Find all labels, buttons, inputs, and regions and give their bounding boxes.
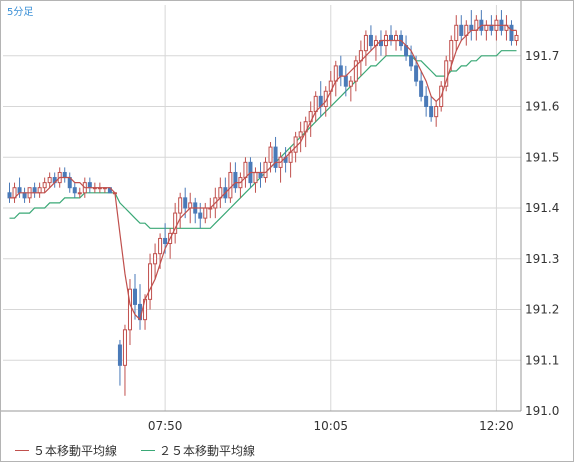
candle-body bbox=[338, 65, 343, 77]
candle-body bbox=[449, 40, 454, 62]
candle-body bbox=[268, 146, 273, 163]
candle-body bbox=[47, 177, 52, 184]
ma25-line bbox=[9, 50, 517, 229]
candle-body bbox=[188, 202, 193, 209]
ma5-series bbox=[9, 24, 517, 321]
candle-body bbox=[117, 344, 122, 366]
candle-body bbox=[173, 212, 178, 234]
candle-body bbox=[394, 34, 399, 42]
candle-body bbox=[484, 24, 489, 31]
candle-body bbox=[489, 24, 494, 31]
candle-body bbox=[22, 192, 27, 199]
candle-body bbox=[353, 60, 358, 82]
candle-body bbox=[233, 171, 238, 189]
legend-label-ma25: ２５本移動平均線 bbox=[159, 443, 256, 458]
candle-body bbox=[183, 197, 188, 209]
candle-body bbox=[253, 171, 258, 184]
candle-body bbox=[7, 192, 12, 199]
ma5-line bbox=[9, 24, 517, 321]
y-tick-label: 191.2 bbox=[525, 303, 559, 317]
x-tick-label: 07:50 bbox=[148, 419, 183, 433]
candle-body bbox=[203, 207, 208, 219]
candle-body bbox=[72, 187, 77, 194]
candle-body bbox=[429, 106, 434, 118]
legend-swatch-ma25 bbox=[141, 449, 156, 451]
candle-body bbox=[509, 24, 514, 42]
candle-body bbox=[163, 237, 168, 245]
legend-label-ma5: ５本移動平均線 bbox=[33, 443, 118, 458]
candle-body bbox=[459, 24, 464, 36]
legend-swatch-ma5 bbox=[15, 449, 29, 451]
candle-body bbox=[298, 131, 303, 138]
candle-body bbox=[132, 288, 138, 305]
candle-body bbox=[62, 171, 67, 179]
candle-body bbox=[153, 253, 158, 265]
candle-body bbox=[37, 187, 42, 194]
candle-body bbox=[514, 34, 519, 42]
y-tick-label: 191.7 bbox=[525, 49, 559, 63]
candle-body bbox=[228, 171, 233, 199]
period-label: 5分足 bbox=[7, 6, 33, 18]
candle-body bbox=[363, 34, 368, 52]
x-tick-label: 10:05 bbox=[313, 419, 348, 433]
candle-body bbox=[273, 146, 278, 168]
y-tick-label: 191.0 bbox=[525, 404, 559, 418]
candle-body bbox=[122, 329, 127, 366]
candle-body bbox=[263, 161, 268, 179]
y-tick-label: 191.3 bbox=[525, 252, 559, 266]
candle-body bbox=[414, 65, 419, 82]
legend-item-ma25: ２５本移動平均線 bbox=[141, 441, 255, 459]
y-tick-label: 191.6 bbox=[525, 100, 559, 114]
x-tick-label: 12:20 bbox=[479, 419, 514, 433]
axes: 191.0 191.1 191.2 191.3 191.4 191.5 191.6 191.7… bbox=[1, 1, 559, 433]
candle-body bbox=[127, 288, 132, 331]
y-tick-label: 191.4 bbox=[525, 201, 559, 215]
candle-body bbox=[258, 171, 263, 179]
candle-body bbox=[77, 192, 82, 195]
candle-body bbox=[198, 212, 203, 219]
candle-body bbox=[243, 161, 248, 179]
candle-body bbox=[444, 60, 449, 87]
candle-body bbox=[419, 80, 424, 97]
candle-body bbox=[454, 24, 459, 42]
candle-body bbox=[158, 237, 163, 255]
legend-item-ma5: ５本移動平均線 bbox=[15, 441, 117, 459]
candle-body bbox=[148, 263, 153, 300]
grid bbox=[3, 5, 521, 412]
candle-body bbox=[469, 24, 474, 31]
candle-body bbox=[409, 55, 414, 67]
candle-body bbox=[17, 187, 22, 194]
candle-body bbox=[87, 182, 92, 189]
candle-body bbox=[313, 95, 318, 113]
candle-body bbox=[343, 75, 348, 87]
candle-body bbox=[42, 182, 47, 189]
y-tick-label: 191.5 bbox=[525, 150, 559, 164]
candle-body bbox=[293, 136, 298, 153]
candle-body bbox=[178, 197, 183, 214]
candle-body bbox=[368, 34, 373, 47]
candle-body bbox=[32, 187, 37, 194]
ma25-series bbox=[9, 50, 517, 229]
candle-body bbox=[424, 95, 429, 107]
candle-body bbox=[434, 106, 439, 118]
candles bbox=[7, 10, 519, 396]
legend: ５本移動平均線 ２５本移動平均線 bbox=[15, 441, 255, 459]
y-tick-label: 191.1 bbox=[525, 353, 559, 367]
candle-body bbox=[348, 80, 353, 87]
candle-body bbox=[333, 65, 338, 82]
candle-body bbox=[388, 34, 394, 42]
